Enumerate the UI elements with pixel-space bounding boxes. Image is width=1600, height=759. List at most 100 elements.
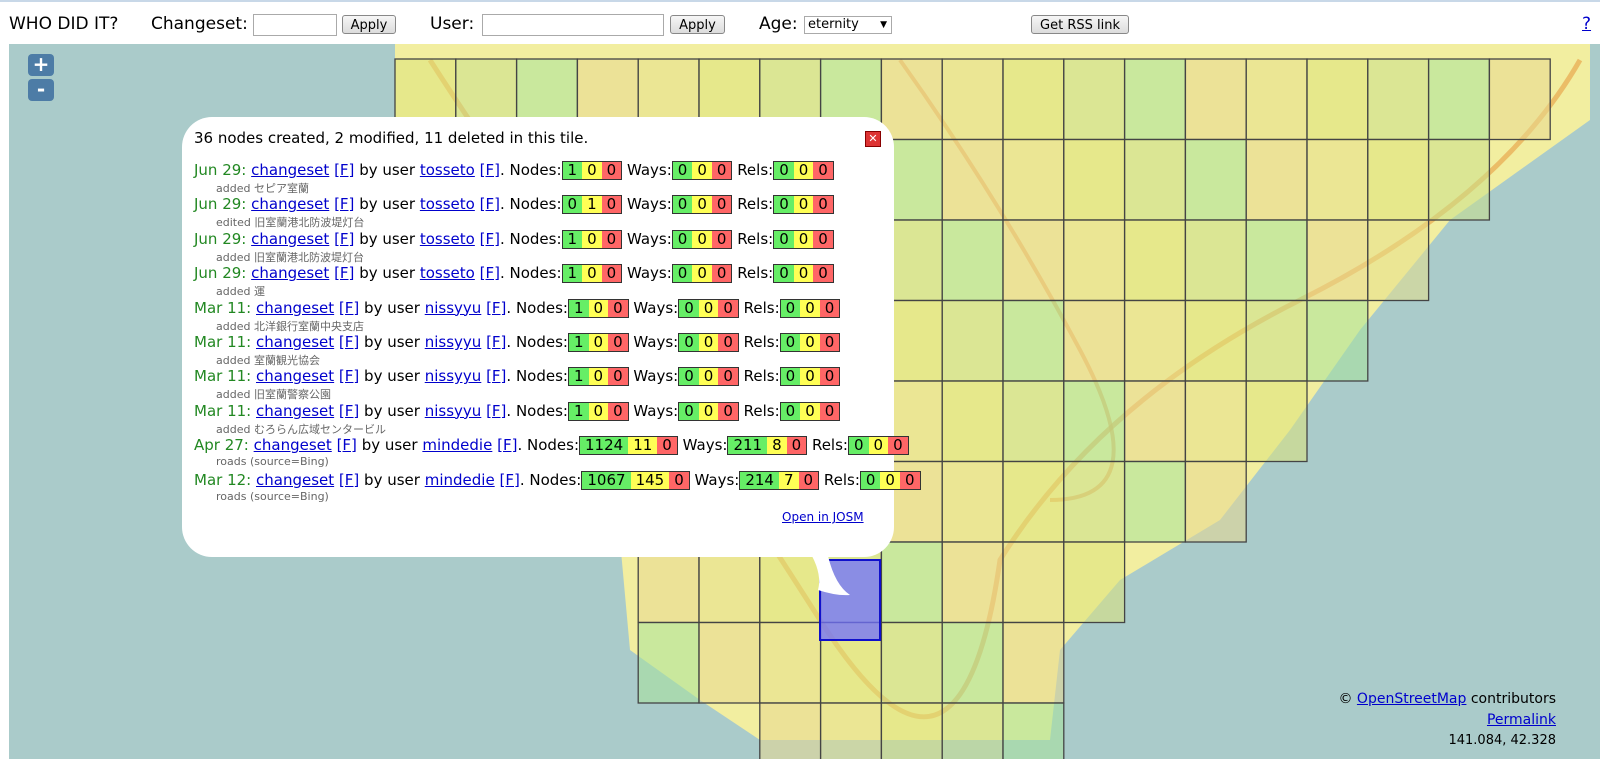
- tile[interactable]: [1367, 58, 1430, 141]
- tile[interactable]: [819, 702, 883, 759]
- help-link[interactable]: ?: [1582, 14, 1592, 34]
- tile[interactable]: [1488, 58, 1551, 141]
- changeset-filter[interactable]: [F]: [334, 161, 355, 179]
- tile[interactable]: [1184, 380, 1247, 463]
- changeset-filter[interactable]: [F]: [338, 470, 360, 489]
- tile[interactable]: [1306, 299, 1369, 382]
- user-filter[interactable]: [F]: [486, 298, 507, 317]
- user-filter[interactable]: [F]: [486, 401, 507, 420]
- apply-button[interactable]: Apply: [670, 15, 725, 34]
- tile[interactable]: [880, 621, 943, 704]
- user-link[interactable]: nissyyu: [424, 367, 482, 386]
- tile[interactable]: [1002, 702, 1065, 759]
- tile[interactable]: [1184, 219, 1247, 302]
- tile[interactable]: [941, 299, 1004, 382]
- changeset-link[interactable]: changeset: [256, 367, 335, 386]
- tile[interactable]: [1245, 219, 1308, 302]
- tile[interactable]: [1306, 219, 1369, 302]
- changeset-link[interactable]: changeset: [251, 161, 330, 179]
- changeset-filter[interactable]: [F]: [338, 367, 360, 386]
- tile[interactable]: [1002, 219, 1065, 302]
- permalink[interactable]: Permalink: [1486, 712, 1556, 728]
- tile[interactable]: [1123, 219, 1187, 302]
- tile[interactable]: [1002, 58, 1065, 141]
- rss-button[interactable]: Get RSS link: [1031, 15, 1129, 34]
- tile[interactable]: [1245, 138, 1308, 221]
- user-filter[interactable]: [F]: [486, 367, 507, 386]
- user-filter[interactable]: [F]: [479, 229, 500, 248]
- zoom-out[interactable]: -: [28, 79, 54, 101]
- changeset-link[interactable]: changeset: [256, 401, 335, 420]
- changeset-filter[interactable]: [F]: [338, 333, 360, 351]
- changeset-filter[interactable]: [F]: [338, 401, 360, 420]
- user-link[interactable]: tosseto: [419, 195, 475, 214]
- tile[interactable]: [1123, 380, 1187, 463]
- tile[interactable]: [1245, 58, 1308, 141]
- tile[interactable]: [698, 621, 761, 704]
- changeset-filter[interactable]: [F]: [334, 264, 355, 283]
- user-filter[interactable]: [F]: [479, 195, 500, 214]
- user-link[interactable]: mindedie: [424, 470, 495, 489]
- changeset-link[interactable]: changeset: [256, 333, 335, 351]
- tile[interactable]: [1306, 138, 1369, 221]
- user-filter[interactable]: [F]: [479, 161, 500, 179]
- tile[interactable]: [759, 621, 822, 704]
- user-link[interactable]: mindedie: [422, 436, 493, 455]
- tile[interactable]: [1123, 460, 1187, 543]
- changeset-filter[interactable]: [F]: [334, 195, 355, 214]
- user-link[interactable]: nissyyu: [424, 333, 482, 351]
- tile[interactable]: [1306, 58, 1369, 141]
- tile[interactable]: [1002, 621, 1065, 704]
- selected-tile[interactable]: [819, 559, 881, 641]
- tile[interactable]: [941, 621, 1004, 704]
- tile[interactable]: [880, 58, 943, 141]
- tile[interactable]: [1063, 380, 1126, 463]
- tile[interactable]: [941, 702, 1004, 759]
- tile[interactable]: [1184, 460, 1247, 543]
- changeset-input[interactable]: [253, 14, 337, 36]
- tile[interactable]: [1184, 299, 1247, 382]
- tile[interactable]: [1245, 299, 1308, 382]
- user-link[interactable]: tosseto: [419, 264, 475, 283]
- user-filter[interactable]: [F]: [499, 470, 520, 489]
- tile[interactable]: [1245, 380, 1308, 463]
- close-button[interactable]: ✕: [865, 131, 881, 147]
- user-link[interactable]: nissyyu: [424, 401, 482, 420]
- tile[interactable]: [1002, 138, 1065, 221]
- tile[interactable]: [1123, 58, 1187, 141]
- zoom-in[interactable]: +: [28, 54, 54, 76]
- user-filter[interactable]: [F]: [479, 264, 500, 283]
- tile[interactable]: [941, 219, 1004, 302]
- tile[interactable]: [880, 541, 943, 624]
- tile[interactable]: [759, 702, 822, 759]
- tile[interactable]: [1063, 541, 1126, 624]
- tile[interactable]: [1063, 138, 1126, 221]
- tile[interactable]: [1002, 299, 1065, 382]
- user-filter[interactable]: [F]: [486, 333, 507, 351]
- tile[interactable]: [1002, 380, 1065, 463]
- tile[interactable]: [1002, 541, 1065, 624]
- tile[interactable]: [1123, 299, 1187, 382]
- tile[interactable]: [1367, 138, 1430, 221]
- tile[interactable]: [941, 541, 1004, 624]
- user-filter[interactable]: [F]: [497, 436, 518, 455]
- tile[interactable]: [1002, 460, 1065, 543]
- changeset-link[interactable]: changeset: [256, 298, 335, 317]
- changeset-filter[interactable]: [F]: [334, 229, 355, 248]
- josm-link[interactable]: Open in JOSM: [782, 510, 864, 524]
- age-select[interactable]: eternity ▼: [804, 16, 892, 34]
- user-input[interactable]: [482, 14, 664, 36]
- apply-button[interactable]: Apply: [342, 15, 396, 34]
- changeset-link[interactable]: changeset: [251, 229, 330, 248]
- osm-link[interactable]: OpenStreetMap: [1356, 691, 1467, 707]
- user-link[interactable]: nissyyu: [424, 298, 482, 317]
- user-link[interactable]: tosseto: [419, 229, 475, 248]
- tile[interactable]: [1063, 299, 1126, 382]
- changeset-filter[interactable]: [F]: [336, 436, 357, 455]
- tile[interactable]: [880, 702, 943, 759]
- tile[interactable]: [1427, 58, 1491, 141]
- tile[interactable]: [1063, 219, 1126, 302]
- tile[interactable]: [1063, 58, 1126, 141]
- changeset-link[interactable]: changeset: [251, 264, 330, 283]
- tile[interactable]: [1123, 138, 1187, 221]
